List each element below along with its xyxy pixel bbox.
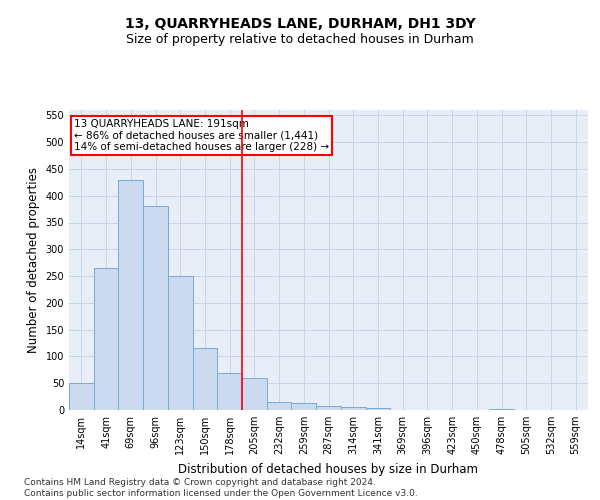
Text: Size of property relative to detached houses in Durham: Size of property relative to detached ho… <box>126 32 474 46</box>
Bar <box>341 407 365 410</box>
Bar <box>168 276 193 410</box>
Bar <box>365 408 390 410</box>
Bar <box>143 206 168 410</box>
Bar <box>69 383 94 410</box>
Bar <box>94 268 118 410</box>
Bar <box>118 180 143 410</box>
Text: Contains HM Land Registry data © Crown copyright and database right 2024.
Contai: Contains HM Land Registry data © Crown c… <box>24 478 418 498</box>
Bar <box>267 402 292 410</box>
Bar <box>316 406 341 410</box>
Bar <box>489 409 514 410</box>
X-axis label: Distribution of detached houses by size in Durham: Distribution of detached houses by size … <box>179 462 479 475</box>
Text: 13, QUARRYHEADS LANE, DURHAM, DH1 3DY: 13, QUARRYHEADS LANE, DURHAM, DH1 3DY <box>125 18 475 32</box>
Text: 13 QUARRYHEADS LANE: 191sqm
← 86% of detached houses are smaller (1,441)
14% of : 13 QUARRYHEADS LANE: 191sqm ← 86% of det… <box>74 119 329 152</box>
Bar <box>193 348 217 410</box>
Y-axis label: Number of detached properties: Number of detached properties <box>27 167 40 353</box>
Bar <box>217 372 242 410</box>
Bar <box>292 403 316 410</box>
Bar <box>242 378 267 410</box>
